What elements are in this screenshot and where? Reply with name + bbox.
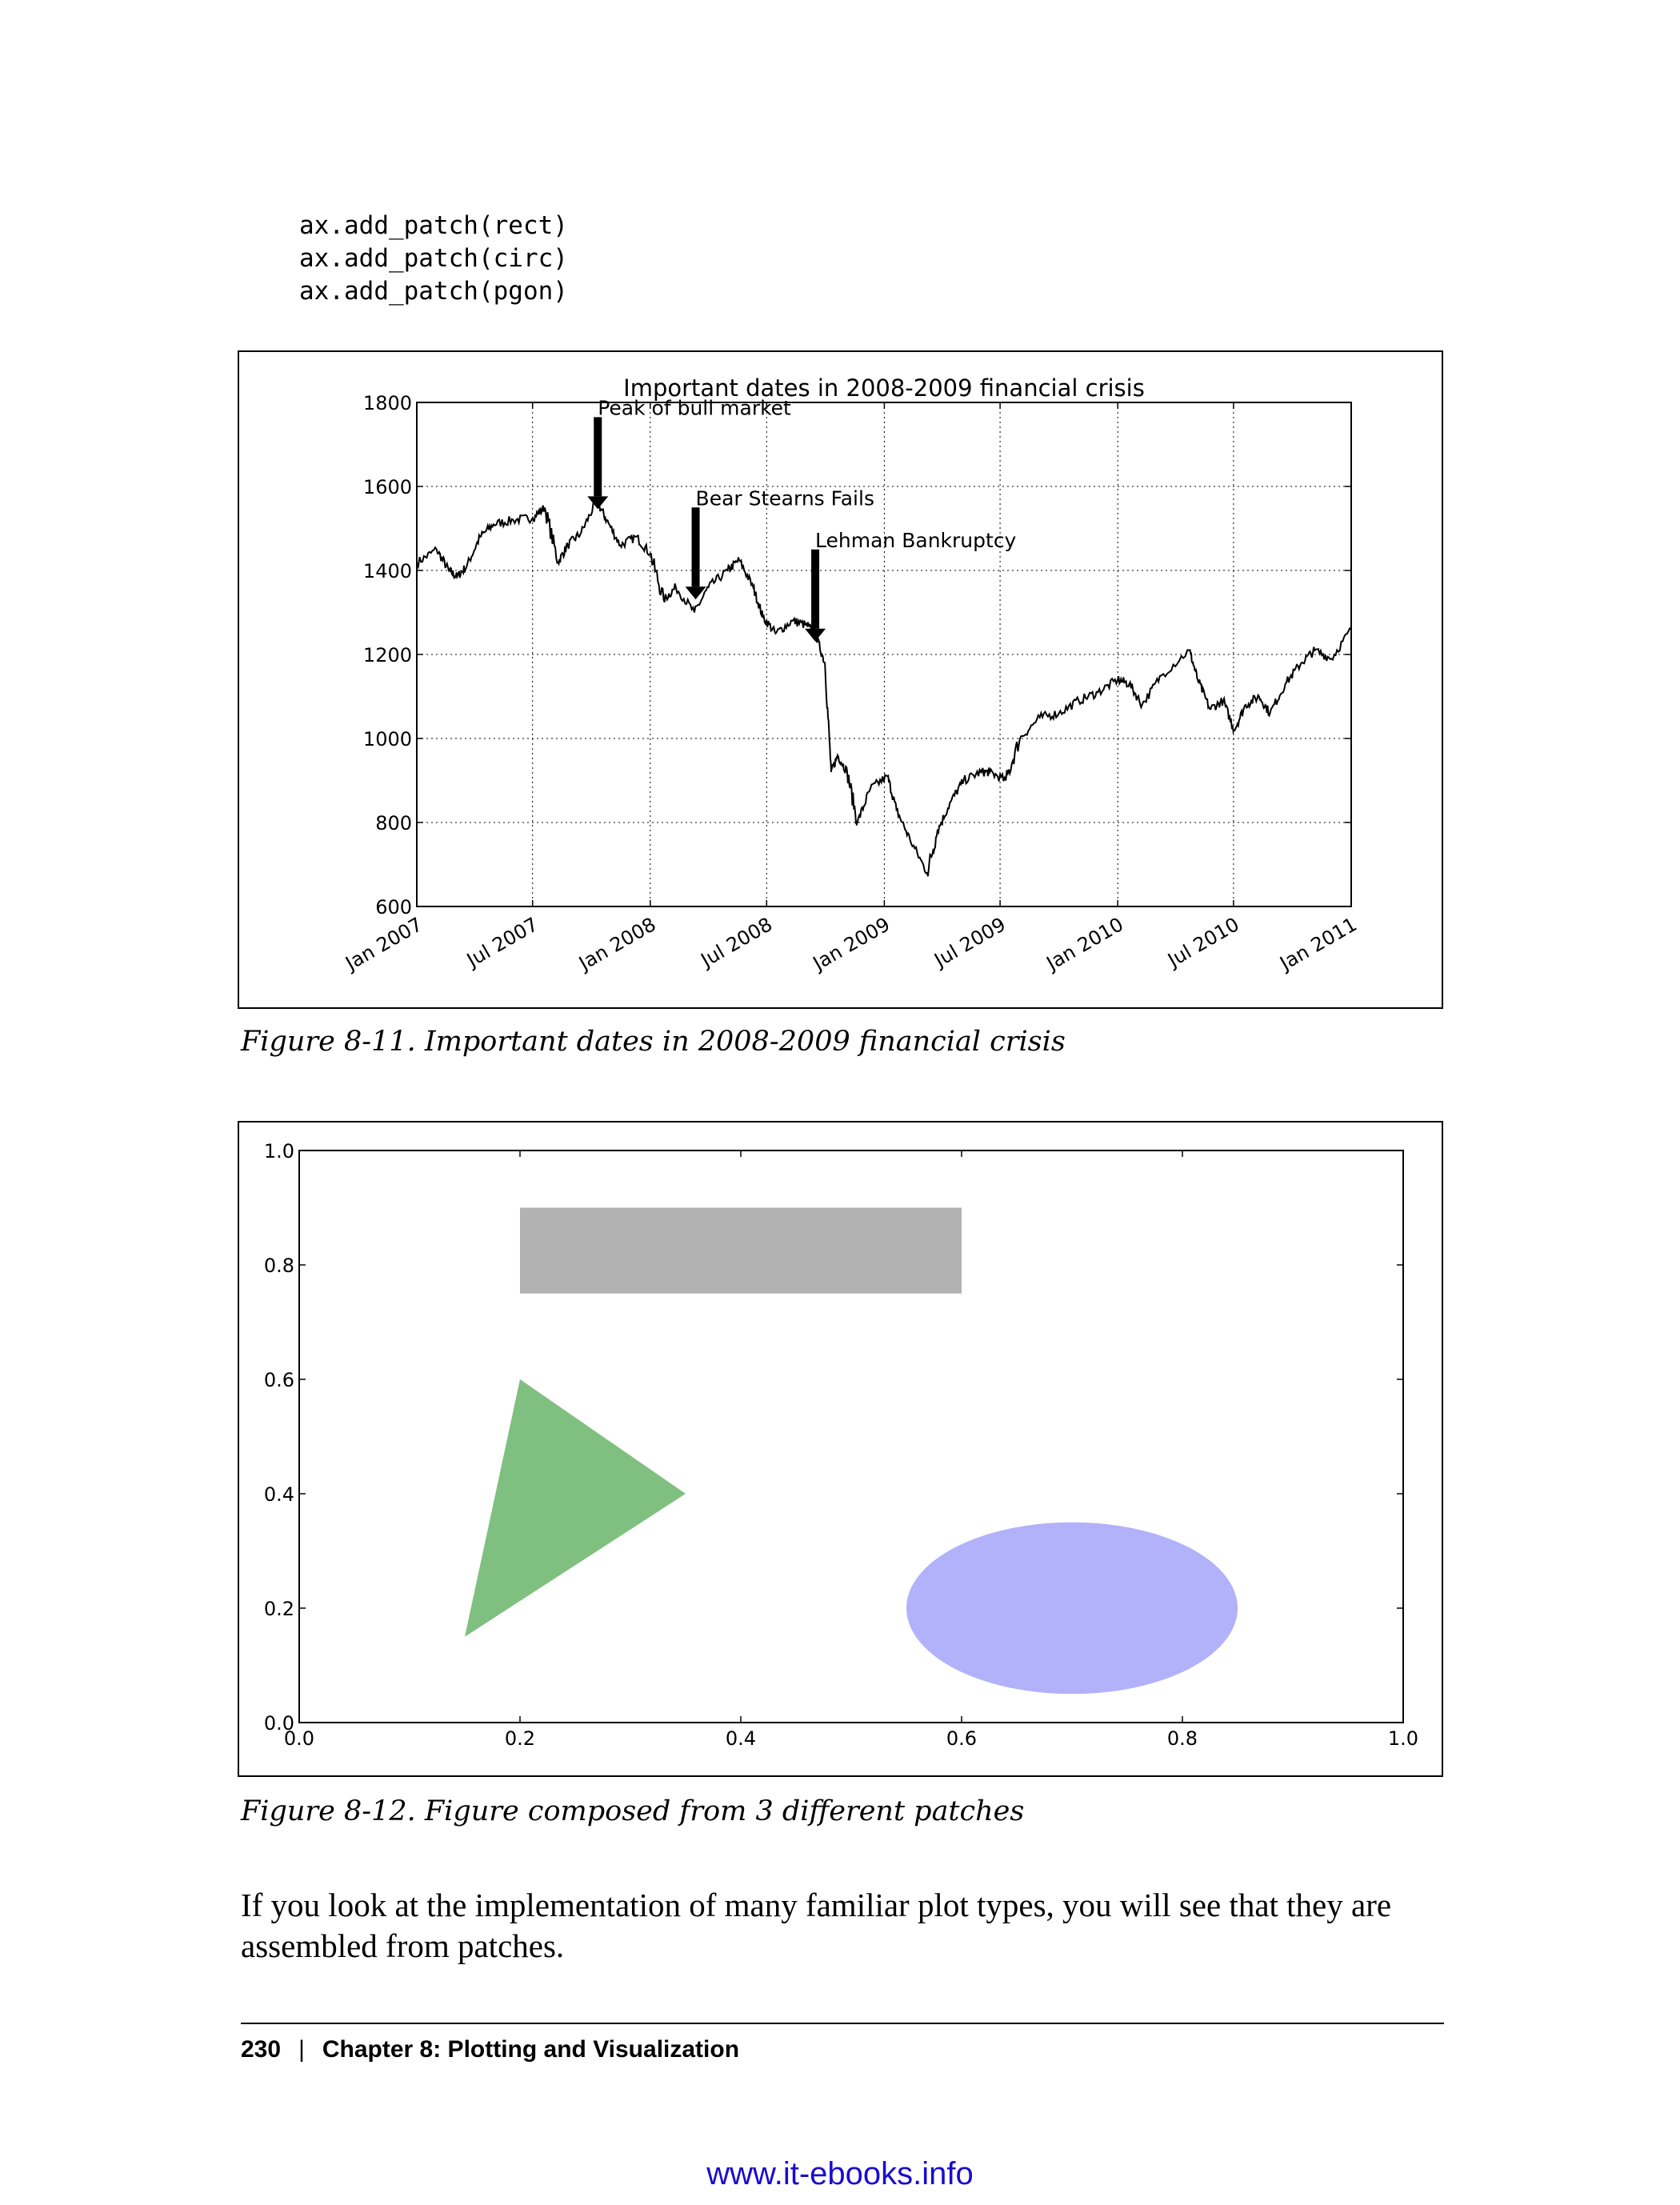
y-tick-label: 600 [375, 896, 412, 918]
x-tick-label: 0.4 [726, 1727, 756, 1750]
y-tick-label: 0.2 [264, 1598, 294, 1620]
y-tick-label: 0.0 [264, 1712, 294, 1735]
figure-8-12: 0.0 0.2 0.4 0.6 0.8 1.0 0.0 0.2 0.4 0.6 0.8 1.0 [238, 1121, 1443, 1777]
financial-crisis-line-chart: 600 800 1000 1200 1400 1600 1800 Jan 2007 Jul 20… [341, 374, 1361, 975]
annotation-arrow-shaft [811, 549, 820, 629]
x-tick-label: 0.8 [1167, 1727, 1198, 1750]
x-tick-label: 0.2 [505, 1727, 535, 1750]
y-tick-label: 0.6 [264, 1369, 294, 1391]
x-tick-label: Jul 2009 [930, 913, 1010, 972]
y-tick-label: 0.4 [264, 1483, 294, 1506]
x-tick-label: Jul 2010 [1162, 913, 1242, 972]
plot-frame [298, 1150, 1404, 1723]
y-tick-label: 1000 [363, 728, 412, 750]
body-paragraph: If you look at the implementation of man… [241, 1887, 1392, 1964]
footer-separator: | [298, 2036, 305, 2063]
code-line: ax.add_patch(pgon) [299, 277, 568, 306]
x-tick-label: 1.0 [1388, 1727, 1418, 1750]
figure-8-11: 600 800 1000 1200 1400 1600 1800 Jan 2007 Jul 20… [238, 350, 1443, 1009]
annotation-arrow-shaft [691, 507, 700, 587]
y-tick-label: 1800 [363, 392, 412, 414]
y-tick-label: 1600 [363, 476, 412, 498]
y-tick-label: 0.8 [264, 1255, 294, 1277]
chart-title: Important dates in 2008-2009 financial c… [623, 374, 1145, 402]
annotation-label: Peak of bull market [598, 396, 791, 419]
annotation-label: Lehman Bankruptcy [815, 529, 1017, 552]
page-number: 230 [241, 2036, 282, 2063]
rectangle-patch [520, 1207, 962, 1294]
code-line: ax.add_patch(circ) [299, 244, 568, 273]
page-footer: 230 | Chapter 8: Plotting and Visualizatio… [241, 2036, 739, 2063]
x-tick-label: 0.0 [284, 1727, 314, 1750]
y-tick-label: 1200 [363, 644, 412, 666]
x-tick-label: Jul 2007 [462, 913, 542, 972]
annotation-arrow-head [805, 628, 826, 642]
code-line: ax.add_patch(rect) [299, 211, 568, 240]
x-tick-label: Jan 2009 [808, 913, 894, 975]
chapter-title: Chapter 8: Plotting and Visualization [322, 2036, 740, 2063]
footer-rule [241, 2023, 1444, 2024]
x-tick-label: Jan 2010 [1042, 913, 1127, 975]
triangle-patch [465, 1379, 686, 1637]
annotation-label: Bear Stearns Fails [696, 486, 874, 510]
x-tick-label: Jan 2007 [341, 913, 426, 975]
figure-8-11-caption: Figure 8-11. Important dates in 2008-200… [241, 1026, 1066, 1058]
y-tick-label: 800 [375, 812, 412, 834]
figure-8-12-caption: Figure 8-12. Figure composed from 3 diff… [241, 1795, 1025, 1827]
code-block: ax.add_patch(rect) ax.add_patch(circ) ax… [299, 210, 568, 308]
x-tick-label: Jan 2011 [1275, 913, 1361, 975]
annotation-arrow-head [587, 496, 609, 510]
y-tick-label: 1400 [363, 560, 412, 582]
annotation-arrow-head [685, 586, 706, 600]
series-line [416, 497, 1352, 877]
watermark-link[interactable]: www.it-ebooks.info [706, 2156, 974, 2191]
y-tick-label: 1.0 [264, 1140, 294, 1163]
x-tick-label: Jul 2008 [696, 913, 776, 972]
annotation-arrow-shaft [594, 417, 602, 497]
patches-chart: 0.0 0.2 0.4 0.6 0.8 1.0 0.0 0.2 0.4 0.6 0.8 1.0 [264, 1140, 1418, 1750]
circle-patch [906, 1522, 1238, 1695]
x-tick-label: 0.6 [946, 1727, 977, 1750]
x-tick-label: Jan 2008 [574, 913, 659, 975]
